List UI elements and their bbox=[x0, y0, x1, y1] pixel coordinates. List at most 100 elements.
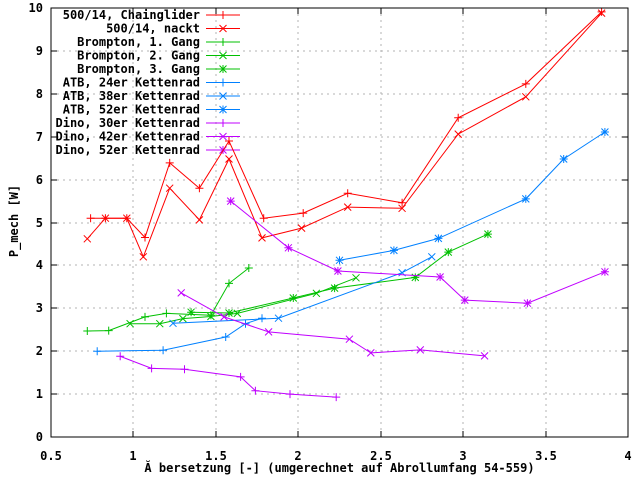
legend-label: 500/14, Chainglider bbox=[63, 8, 200, 22]
plus-marker bbox=[343, 189, 352, 198]
plus-marker bbox=[454, 113, 463, 122]
star-marker bbox=[330, 284, 339, 293]
plus-marker bbox=[225, 137, 233, 145]
series-line bbox=[180, 292, 485, 357]
cross-marker bbox=[297, 224, 306, 232]
star-marker bbox=[284, 243, 293, 252]
series-dino-52er-kettenrad bbox=[226, 197, 609, 308]
x-tick-label: 3 bbox=[459, 449, 466, 463]
cross-marker bbox=[480, 352, 489, 360]
cross-marker bbox=[597, 9, 606, 17]
plus-marker bbox=[225, 279, 233, 288]
legend-label: Dino, 52er Kettenrad bbox=[56, 143, 201, 157]
series-line bbox=[120, 355, 337, 398]
plus-marker bbox=[159, 346, 168, 355]
plus-marker bbox=[180, 365, 189, 374]
cross-marker bbox=[521, 92, 530, 101]
plus-legend-marker bbox=[219, 119, 227, 127]
series-brompton-3-gang bbox=[187, 230, 492, 317]
star-marker bbox=[335, 256, 344, 265]
y-tick-label: 3 bbox=[36, 301, 43, 315]
legend-label: Brompton, 2. Gang bbox=[77, 49, 200, 63]
cross-marker bbox=[343, 203, 352, 211]
y-axis-label: P_mech [W] bbox=[7, 184, 21, 258]
star-marker bbox=[559, 155, 568, 163]
plus-marker bbox=[116, 352, 125, 361]
legend-label: ATB, 38er Kettenrad bbox=[63, 89, 200, 103]
plus-marker bbox=[259, 214, 268, 223]
plus-marker bbox=[83, 327, 92, 335]
plus-legend-marker bbox=[219, 78, 227, 87]
cross-legend-marker bbox=[219, 24, 227, 33]
series-line bbox=[130, 277, 357, 325]
series-line bbox=[339, 131, 606, 261]
plus-marker bbox=[332, 393, 341, 402]
star-legend-marker bbox=[219, 65, 227, 73]
legend-item: ATB, 52er Kettenrad bbox=[63, 103, 240, 117]
plus-marker bbox=[236, 372, 245, 381]
legend-item: Brompton, 1. Gang bbox=[77, 35, 240, 49]
series-dino-42er-kettenrad bbox=[177, 289, 489, 360]
plus-marker bbox=[244, 264, 253, 272]
x-tick-label: 3.5 bbox=[535, 449, 557, 463]
legend-label: Dino, 42er Kettenrad bbox=[56, 130, 201, 144]
legend-label: ATB, 52er Kettenrad bbox=[63, 103, 200, 117]
cross-marker bbox=[416, 346, 425, 354]
star-marker bbox=[444, 248, 453, 257]
star-marker bbox=[225, 309, 233, 317]
plus-marker bbox=[93, 347, 102, 356]
plus-marker bbox=[141, 233, 149, 242]
legend-label: 500/14, nackt bbox=[106, 22, 200, 36]
legend-item: Dino, 42er Kettenrad bbox=[56, 130, 240, 144]
y-tick-label: 5 bbox=[36, 216, 43, 230]
star-marker bbox=[523, 299, 532, 308]
plus-marker bbox=[221, 333, 230, 341]
cross-marker bbox=[179, 314, 187, 323]
plus-legend-marker bbox=[219, 38, 227, 46]
series-dino-30er-kettenrad bbox=[116, 352, 341, 402]
star-marker bbox=[483, 230, 492, 239]
y-tick-label: 7 bbox=[36, 130, 43, 144]
y-tick-label: 4 bbox=[36, 258, 43, 272]
legend-item: Dino, 52er Kettenrad bbox=[56, 143, 240, 157]
plus-marker bbox=[162, 309, 171, 318]
star-marker bbox=[434, 234, 443, 243]
y-tick-label: 10 bbox=[29, 1, 43, 15]
legend-label: ATB, 24er Kettenrad bbox=[63, 76, 200, 90]
cross-marker bbox=[126, 319, 134, 328]
plus-marker bbox=[398, 198, 407, 207]
cross-legend-marker bbox=[219, 51, 227, 60]
plus-marker bbox=[521, 79, 530, 88]
star-marker bbox=[600, 128, 609, 136]
x-tick-label: 2 bbox=[294, 449, 301, 463]
star-marker bbox=[600, 267, 609, 276]
y-tick-label: 6 bbox=[36, 173, 43, 187]
legend-item: Dino, 30er Kettenrad bbox=[56, 116, 240, 130]
plus-legend-marker bbox=[219, 11, 227, 19]
cross-marker bbox=[165, 184, 174, 193]
legend-label: Brompton, 1. Gang bbox=[77, 35, 200, 49]
cross-marker bbox=[352, 273, 360, 282]
x-tick-label: 1 bbox=[129, 449, 136, 463]
legend-label: Dino, 30er Kettenrad bbox=[56, 116, 201, 130]
plus-marker bbox=[597, 7, 606, 16]
cross-marker bbox=[225, 155, 233, 163]
series-atb-52er-kettenrad bbox=[335, 128, 609, 265]
legend-label: Brompton, 3. Gang bbox=[77, 62, 200, 76]
y-tick-label: 9 bbox=[36, 44, 43, 58]
cross-marker bbox=[83, 234, 92, 243]
plus-marker bbox=[286, 390, 294, 399]
plus-marker bbox=[299, 209, 308, 218]
cross-marker bbox=[139, 252, 148, 261]
y-tick-label: 1 bbox=[36, 387, 43, 401]
x-tick-label: 2.5 bbox=[370, 449, 392, 463]
x-tick-label: 0.5 bbox=[40, 449, 62, 463]
cross-marker bbox=[195, 216, 204, 224]
star-marker bbox=[289, 294, 298, 302]
plus-marker bbox=[195, 184, 204, 193]
plus-marker bbox=[104, 326, 113, 335]
cross-marker bbox=[264, 328, 273, 336]
legend-item: Brompton, 3. Gang bbox=[77, 62, 240, 76]
star-legend-marker bbox=[219, 105, 227, 114]
